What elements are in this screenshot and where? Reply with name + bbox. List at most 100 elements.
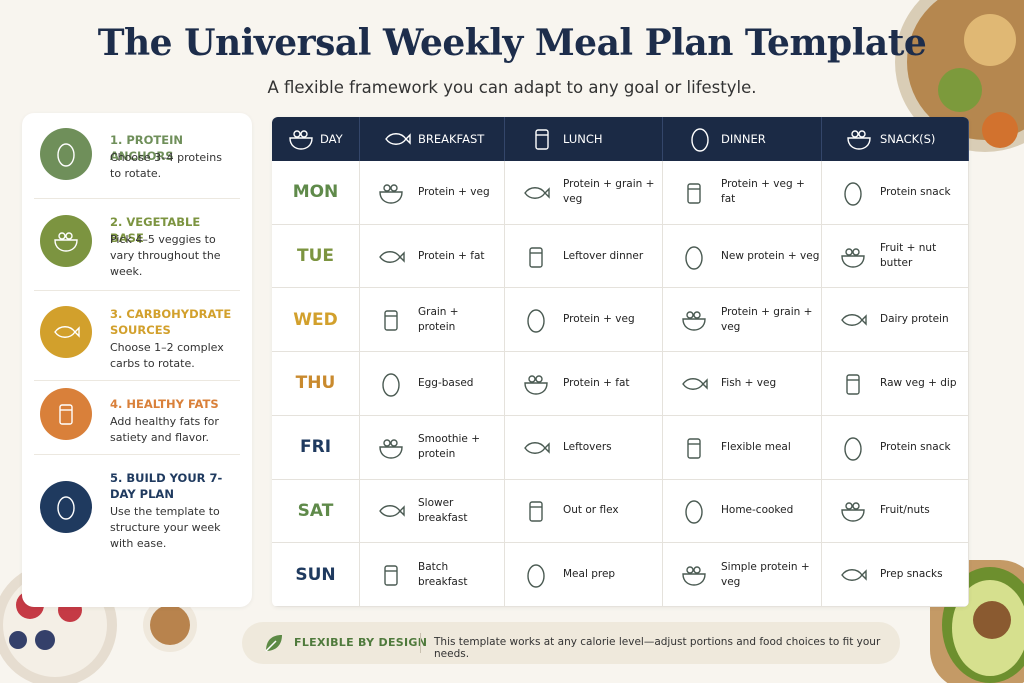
item-text: Pick 4–5 veggies to vary throughout the … [110,233,221,278]
meal-cell: Smoothie + protein [360,415,505,480]
meal-cell: Flexible meal [663,415,822,480]
icon [385,133,411,145]
day-label: WED [272,288,360,353]
meal-cell: Protein + grain + veg [505,161,663,225]
meal-text: Simple protein + veg [721,560,810,588]
meal-cell: Protein + veg [505,288,663,353]
sidebar-item: 2. VEGETABLE BASE Pick 4–5 veggies to var… [34,200,240,291]
meal-text: Leftover dinner [563,249,644,262]
title: The Universal Weekly Meal Plan Template [97,22,927,64]
item-icon [40,215,92,267]
meal-text: Protein + veg + fat [721,178,805,206]
meal-text: Leftovers [563,440,612,453]
icon [59,404,73,425]
icon [524,441,550,454]
icon [524,186,550,199]
meal-text: Protein snack [880,185,951,198]
icon [379,184,403,204]
icon [535,129,549,150]
meal-cell: Slower breakfast [360,479,505,544]
icon [384,565,398,586]
day-label: MON [272,161,360,225]
meal-text: Grain + protein [418,305,459,333]
item-title: 1. PROTEIN ANCHORS [110,133,184,163]
header-text: SNACK(S) [880,132,936,146]
footer: FLEXIBLE BY DESIGN This template works a… [242,622,900,664]
icon [687,437,701,459]
meal-text: Home-cooked [721,504,794,517]
meal-cell: Dairy protein [822,288,969,353]
icon [57,143,75,167]
header-text: LUNCH [563,132,603,146]
meal-text: Protein + grain + veg [721,305,813,333]
meal-cell: Protein snack [822,415,969,480]
meal-cell: Home-cooked [663,479,822,544]
meal-text: Egg-based [418,376,474,389]
meal-cell: Protein snack [822,161,969,225]
icon [524,375,548,395]
item-icon [40,128,92,180]
meal-cell: Leftover dinner [505,224,663,289]
meal-text: Fish + veg [721,376,777,389]
item-icon [40,388,92,440]
meal-text: Smoothie + protein [418,433,481,461]
divider [420,633,421,653]
subtitle: A flexible framework you can adapt to an… [267,78,757,97]
meal-cell: New protein + veg [663,224,822,289]
icon [841,569,867,582]
item-icon [40,306,92,358]
icon [682,311,706,331]
meal-cell: Leftovers [505,415,663,480]
meal-cell: Meal prep [505,543,663,607]
header-text: BREAKFAST [418,132,485,146]
meal-cell: Fish + veg [663,352,822,416]
meal-text: Flexible meal [721,440,791,453]
header-text: DAY [320,132,343,146]
item-title: 4. HEALTHY FATS [110,397,219,411]
meal-cell: Protein + fat [505,352,663,416]
meal-cell: Grain + protein [360,288,505,353]
sidebar: 1. PROTEIN ANCHORS Choose 3–4 proteins to… [22,113,252,607]
icon [379,250,405,263]
icon [841,247,865,268]
column-header: BREAKFAST [360,117,505,161]
day-label: SUN [272,543,360,607]
icon [527,564,545,588]
item-title: 5. BUILD YOUR 7-DAY PLAN [110,471,223,501]
icon [384,310,398,331]
meal-cell: Protein + grain + veg [663,288,822,353]
icon [379,505,405,518]
icon [379,438,403,459]
meal-text: Out or flex [563,504,619,517]
meal-text: Slower breakfast [418,496,468,524]
icon [57,496,75,520]
meal-text: Protein + fat [418,249,485,262]
icon [844,436,862,461]
meal-text: New protein + veg [721,249,820,262]
meal-cell: Fruit + nut butter [822,224,969,289]
meal-text: Protein + grain + veg [563,178,655,206]
sidebar-item: 4. HEALTHY FATS Add healthy fats for sati… [34,382,240,455]
sidebar-item: 5. BUILD YOUR 7-DAY PLAN Use the template… [34,456,240,566]
meal-cell: Protein + fat [360,224,505,289]
icon [685,500,703,525]
meal-text: Dairy protein [880,313,949,326]
icon [682,566,706,586]
icon [289,130,313,150]
meal-cell: Out or flex [505,479,663,544]
icon [529,501,543,523]
icon [682,378,708,390]
icon [54,232,78,252]
icon [691,128,709,152]
icon [527,309,545,333]
day-label: FRI [272,415,360,480]
meal-cell: Batch breakfast [360,543,505,607]
icon [382,373,400,397]
meal-text: Meal prep [563,568,616,581]
icon [841,502,865,523]
icon [687,183,701,204]
meal-cell: Simple protein + veg [663,543,822,607]
day-label: SAT [272,479,360,544]
meal-text: Protein snack [880,440,951,453]
